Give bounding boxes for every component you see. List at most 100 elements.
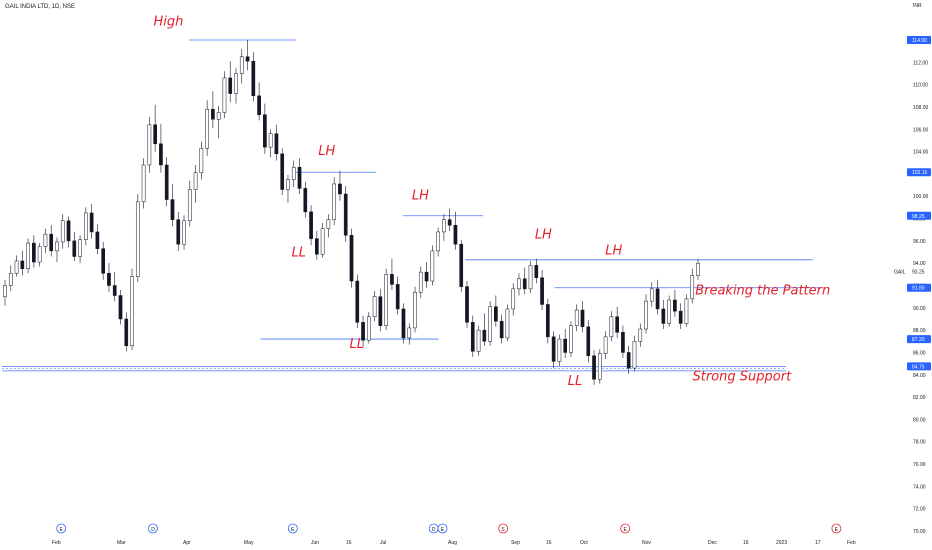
candle — [66, 216, 71, 248]
candle-body — [124, 318, 129, 347]
candle — [228, 61, 233, 103]
candle — [60, 214, 65, 249]
candle-body — [395, 284, 400, 310]
candle-body — [101, 248, 106, 274]
candle — [390, 258, 394, 290]
price-tag-bg — [907, 362, 931, 371]
candle-body — [609, 316, 614, 338]
candle-body — [638, 328, 643, 342]
candle-body — [511, 288, 516, 310]
candle — [239, 48, 244, 84]
candle-body — [107, 272, 111, 286]
candle-body — [14, 260, 19, 274]
candle — [338, 170, 342, 201]
candle-body — [540, 277, 544, 305]
annotation-label: LL — [568, 374, 583, 389]
candle — [280, 148, 285, 196]
last-price-label: 93.25 — [912, 270, 925, 276]
candle — [407, 323, 412, 345]
candle-body — [488, 306, 492, 342]
candles — [3, 40, 700, 385]
candle-body — [453, 224, 458, 245]
candle-body — [326, 219, 331, 229]
candle — [355, 274, 360, 328]
candle — [72, 231, 77, 261]
candle-body — [465, 286, 469, 323]
x-tick-label: 2023 — [776, 540, 787, 546]
candle-body — [546, 304, 550, 338]
candle-body — [569, 325, 573, 353]
candle — [182, 215, 186, 250]
candle — [274, 124, 279, 161]
candle — [118, 289, 123, 325]
candle-body — [130, 276, 134, 347]
candle — [176, 211, 181, 251]
chart-title: GAIL INDIA LTD, 1D, NSE — [5, 4, 76, 10]
candle-body — [517, 278, 521, 290]
candle-body — [118, 295, 123, 320]
candle — [187, 180, 192, 227]
candle — [673, 289, 677, 317]
candle-body — [418, 271, 423, 293]
candle-body — [60, 220, 65, 243]
candle-body — [234, 73, 238, 94]
price-tags: 114.00 102.15 98.25 91.80 87.20 84.75 GAIL 93.2… — [894, 36, 931, 371]
candle — [315, 230, 319, 260]
price-tag: 102.15 — [907, 168, 931, 177]
candle — [8, 265, 13, 292]
candle-body — [361, 322, 365, 341]
x-tick-label: Sep — [511, 540, 520, 546]
candle-body — [280, 153, 285, 190]
candle — [222, 71, 227, 119]
candle — [349, 228, 354, 288]
x-tick-label: Jul — [380, 540, 386, 546]
candle — [361, 315, 365, 347]
price-tag-label: 84.75 — [912, 364, 925, 370]
y-tick-label: 112.00 — [913, 60, 928, 66]
candle — [436, 227, 440, 257]
candle-body — [424, 271, 429, 282]
annotations: High LH LL LL LH LH LH LL Breaking the Pattern St… — [153, 14, 830, 388]
price-tag: 84.75 — [907, 362, 931, 371]
candle-body — [37, 246, 42, 263]
candle-body — [459, 243, 464, 287]
candle-body — [274, 133, 279, 155]
annotation-label: Breaking the Pattern — [695, 283, 830, 298]
candle-body — [442, 219, 446, 233]
candle-body — [603, 336, 608, 354]
candle — [55, 237, 59, 263]
candle — [597, 349, 602, 384]
candle — [574, 304, 579, 332]
event-marker-badge — [437, 523, 448, 534]
candle — [494, 295, 498, 327]
candle — [546, 298, 550, 344]
candle-body — [649, 288, 654, 302]
candle — [569, 321, 573, 357]
candle — [384, 268, 388, 331]
candle — [147, 116, 152, 173]
candle — [32, 235, 36, 268]
candle — [112, 272, 117, 302]
y-tick-label: 106.00 — [913, 127, 929, 133]
candle-body — [78, 239, 82, 257]
x-tick-label: Dec — [708, 540, 717, 546]
candle-body — [499, 320, 504, 339]
candle-body — [551, 336, 556, 362]
annotation-label: Strong Support — [693, 369, 793, 384]
candle-body — [338, 183, 342, 195]
y-tick-label: 110.00 — [913, 83, 928, 89]
candle — [164, 157, 169, 207]
candle — [499, 314, 504, 344]
price-tag-bg — [907, 36, 931, 44]
y-tick-label: 74.00 — [913, 484, 926, 490]
x-tick-label: Apr — [183, 540, 191, 546]
x-tick-label: Oct — [580, 540, 588, 546]
candle — [534, 258, 539, 284]
annotation-label: LL — [292, 245, 307, 260]
price-tag: 98.25 — [907, 211, 931, 220]
candle-body — [355, 280, 360, 323]
candle-body — [447, 219, 452, 226]
annotation-label: LH — [412, 189, 429, 204]
candle-body — [528, 265, 533, 290]
